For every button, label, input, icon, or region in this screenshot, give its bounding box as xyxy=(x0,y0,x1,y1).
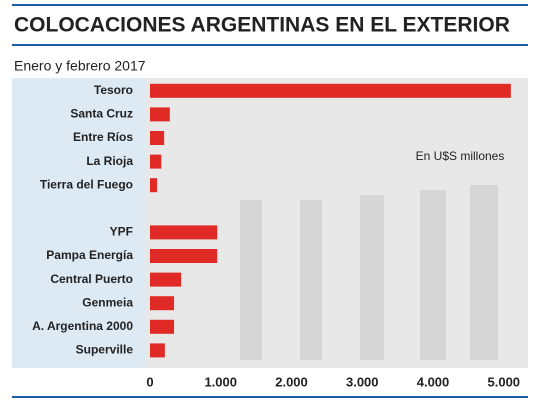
y-tick-label: Santa Cruz xyxy=(70,107,133,121)
y-tick-label: Genmeia xyxy=(82,295,133,309)
top-rule xyxy=(12,4,528,6)
bar xyxy=(150,249,218,263)
x-tick-label: 0 xyxy=(146,374,153,389)
x-tick-label: 3.000 xyxy=(346,374,379,389)
bar xyxy=(150,296,175,311)
y-tick-label: La Rioja xyxy=(86,154,133,168)
bar xyxy=(150,178,158,193)
bottom-rule xyxy=(12,396,528,398)
bar xyxy=(150,131,165,145)
unit-note: En U$S millones xyxy=(416,149,505,163)
y-tick-label: Central Puerto xyxy=(50,272,133,286)
bar xyxy=(150,272,182,287)
bar xyxy=(150,225,218,240)
y-tick-label: YPF xyxy=(110,225,133,239)
y-tick-label: Pampa Energía xyxy=(46,248,133,262)
y-tick-label: Superville xyxy=(76,343,134,357)
plot-background xyxy=(145,78,528,368)
x-tick-label: 1.000 xyxy=(204,374,237,389)
y-tick-label: A. Argentina 2000 xyxy=(32,319,133,333)
x-tick-label: 4.000 xyxy=(417,374,450,389)
chart-subtitle: Enero y febrero 2017 xyxy=(14,58,146,74)
y-tick-label: Tierra del Fuego xyxy=(40,177,133,191)
x-tick-label: 2.000 xyxy=(275,374,308,389)
columns-backdrop xyxy=(240,185,498,360)
bar xyxy=(150,83,511,98)
bar xyxy=(150,319,175,334)
y-tick-label: Entre Ríos xyxy=(73,130,133,144)
bar xyxy=(150,343,165,358)
bar xyxy=(150,154,162,169)
bar xyxy=(150,107,170,122)
x-tick-label: 5.000 xyxy=(488,374,521,389)
title-rule xyxy=(12,44,528,46)
y-tick-label: Tesoro xyxy=(94,83,133,97)
label-panel xyxy=(12,78,145,368)
chart-title: COLOCACIONES ARGENTINAS EN EL EXTERIOR xyxy=(14,14,510,37)
